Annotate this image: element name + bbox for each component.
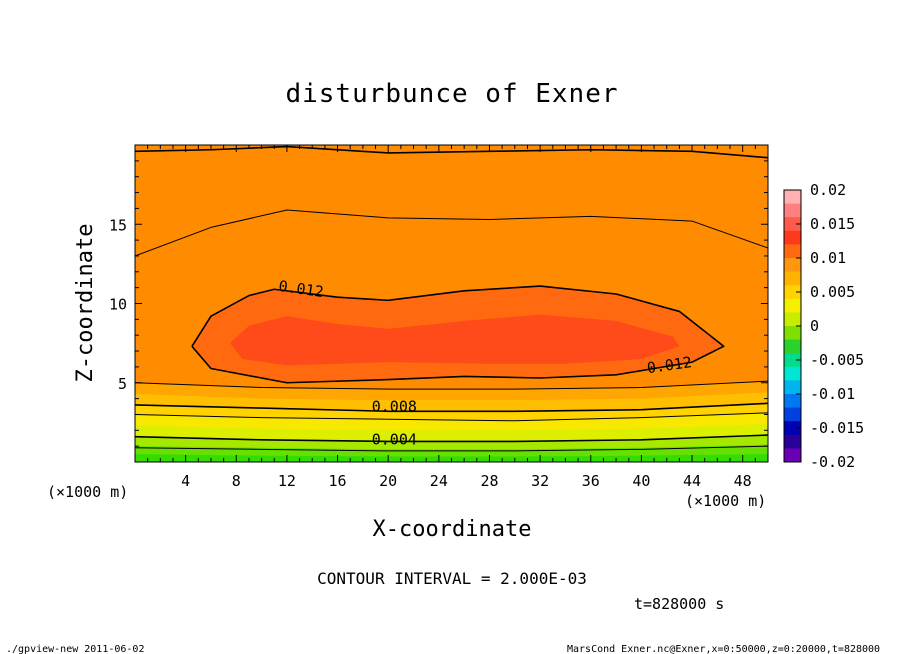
colorbar-swatch-5: [784, 258, 801, 273]
x-tick-label-7: 32: [531, 472, 549, 490]
x-tick-label-8: 36: [582, 472, 600, 490]
y-tick-label-1: 10: [109, 296, 127, 314]
contour-line-0: [135, 145, 768, 159]
colorbar-label-7: -0.015: [810, 419, 864, 437]
contour-line-4: [135, 402, 768, 413]
x-tick-label-2: 12: [278, 472, 296, 490]
colorbar-swatch-19: [784, 448, 801, 463]
time-label: t=828000 s: [634, 595, 724, 613]
colorbar-label-8: -0.02: [810, 453, 855, 471]
y-axis-ticks: 5 10 15: [109, 160, 768, 447]
colorbar-label-4: 0: [810, 317, 819, 335]
colorbar-swatch-15: [784, 394, 801, 409]
contour-line-5: [135, 412, 768, 422]
x-tick-label-6: 28: [480, 472, 498, 490]
contour-line-6: [135, 434, 768, 443]
core-region-1: [229, 314, 680, 366]
colorbar-swatch-13: [784, 366, 801, 381]
colorbar-swatch-0: [784, 190, 801, 205]
x-tick-label-4: 20: [379, 472, 397, 490]
colorbar-label-3: 0.005: [810, 283, 855, 301]
colorbar-swatch-10: [784, 326, 801, 341]
colorbar: [783, 189, 802, 463]
colorbar-label-2: 0.01: [810, 249, 846, 267]
colorbar-label-6: -0.01: [810, 385, 855, 403]
x-tick-label-1: 8: [232, 472, 241, 490]
colorbar-swatch-1: [784, 203, 801, 218]
contour-label-3: 0.004: [372, 431, 417, 449]
x-unit-label-right: (×1000 m): [685, 492, 766, 510]
y-tick-label-2: 15: [109, 216, 127, 234]
colorbar-label-1: 0.015: [810, 215, 855, 233]
colorbar-swatch-14: [784, 380, 801, 395]
x-tick-label-0: 4: [181, 472, 190, 490]
svg-text:0.004: 0.004: [372, 431, 417, 449]
footer-right: MarsCond_Exner.nc@Exner,x=0:50000,z=0:20…: [567, 644, 880, 654]
colorbar-swatch-8: [784, 298, 801, 313]
x-tick-label-10: 44: [683, 472, 701, 490]
y-axis-title: Z-coordinate: [73, 224, 98, 383]
y-tick-label-0: 5: [118, 375, 127, 393]
upper-band-3: [135, 145, 768, 288]
chart-title: disturbunce of Exner: [285, 79, 618, 109]
x-unit-label-left: (×1000 m): [47, 483, 128, 501]
colorbar-swatch-4: [784, 244, 801, 259]
contour-interval-text: CONTOUR INTERVAL = 2.000E-03: [317, 569, 587, 588]
x-tick-label-9: 40: [632, 472, 650, 490]
x-tick-label-11: 48: [734, 472, 752, 490]
colorbar-label-0: 0.02: [810, 181, 846, 199]
colorbar-swatch-12: [784, 353, 801, 368]
x-axis-title: X-coordinate: [373, 517, 532, 542]
colorbar-swatch-3: [784, 230, 801, 245]
colorbar-labels: 0.02 0.015 0.01 0.005 0 -0.005 -0.01 -0.015 -0.0…: [796, 181, 864, 471]
colorbar-swatch-2: [784, 217, 801, 232]
x-axis-ticks: 4 8 12 16 20 24 28 32 36 40 44 48: [147, 145, 756, 490]
svg-text:0.008: 0.008: [372, 397, 417, 415]
colorbar-label-5: -0.005: [810, 351, 864, 369]
x-tick-label-5: 24: [430, 472, 448, 490]
contour-line-3: [135, 380, 768, 390]
colorbar-swatch-16: [784, 407, 801, 422]
contour-line-7: [135, 445, 768, 452]
contour-line-1: [135, 209, 768, 257]
colorbar-swatch-18: [784, 434, 801, 449]
colorbar-swatch-7: [784, 285, 801, 300]
contour-line-2: [191, 285, 725, 384]
contour-label-2: 0.008: [372, 397, 417, 415]
colorbar-swatch-9: [784, 312, 801, 327]
x-tick-label-3: 16: [329, 472, 347, 490]
colorbar-swatch-11: [784, 339, 801, 354]
footer-left: ./gpview-new 2011-06-02: [6, 644, 144, 654]
colorbar-swatch-6: [784, 271, 801, 286]
colorbar-swatch-17: [784, 421, 801, 436]
